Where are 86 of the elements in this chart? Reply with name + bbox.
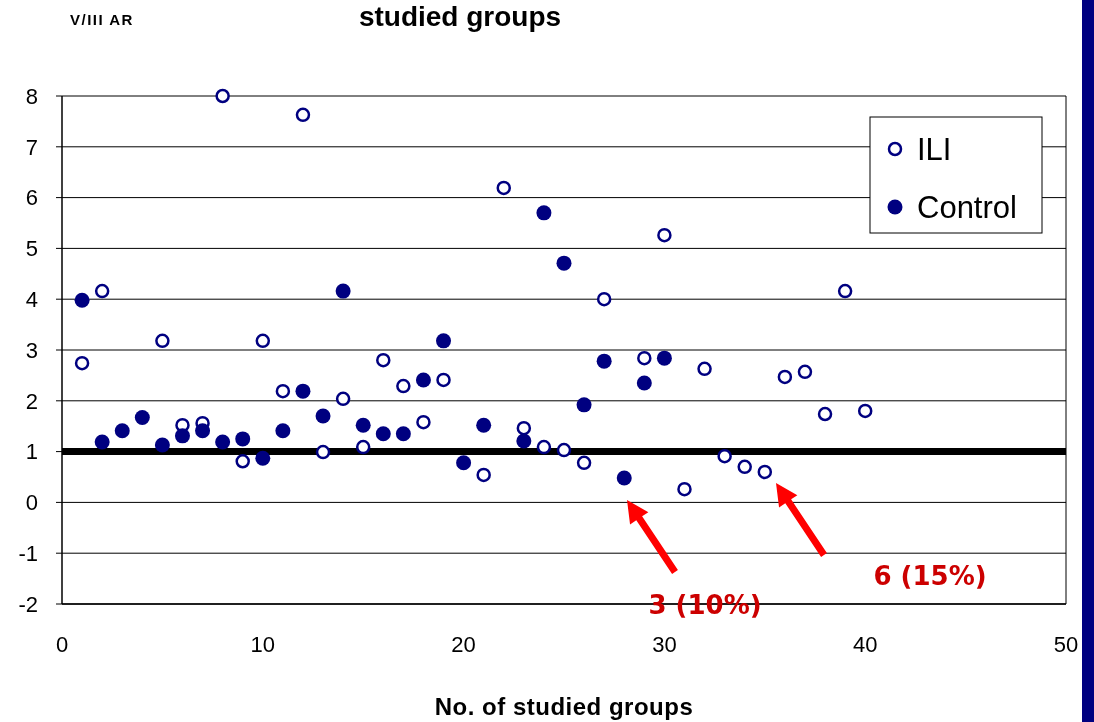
y-tick-label: 8 xyxy=(25,83,38,109)
point xyxy=(255,450,271,466)
x-tick-label: 30 xyxy=(652,632,677,657)
point xyxy=(335,283,351,299)
point xyxy=(215,434,231,450)
point xyxy=(476,467,491,483)
point xyxy=(837,283,853,299)
x-tick-label: 10 xyxy=(250,632,276,657)
y-axis-title: V/III AR xyxy=(70,11,134,28)
point xyxy=(94,283,110,299)
point xyxy=(134,410,150,426)
point xyxy=(436,372,451,388)
point xyxy=(174,428,190,444)
x-tick-label: 40 xyxy=(852,632,878,657)
point xyxy=(155,333,170,349)
point xyxy=(375,426,391,442)
point xyxy=(536,439,552,455)
y-tick-label: 2 xyxy=(25,388,38,414)
point xyxy=(415,372,431,388)
point xyxy=(195,423,211,439)
point xyxy=(797,364,813,380)
point xyxy=(637,350,652,366)
point xyxy=(556,442,572,458)
point xyxy=(215,88,230,104)
point xyxy=(777,369,793,385)
legend-label: Control xyxy=(917,189,1017,225)
point xyxy=(576,397,592,413)
y-tick-label: 3 xyxy=(25,337,38,363)
point xyxy=(436,333,452,349)
point xyxy=(335,391,351,407)
point xyxy=(657,227,672,243)
y-tick-label: -2 xyxy=(18,591,38,617)
point xyxy=(74,355,90,371)
point xyxy=(295,107,311,123)
y-tick-label: 5 xyxy=(25,236,38,262)
point xyxy=(817,406,833,422)
point xyxy=(275,383,291,399)
point xyxy=(476,417,492,433)
point xyxy=(576,455,592,471)
point xyxy=(616,470,632,486)
point xyxy=(536,205,552,221)
point xyxy=(556,255,572,271)
point xyxy=(717,448,732,464)
x-tick-label: 0 xyxy=(55,632,69,657)
point xyxy=(596,353,612,369)
point xyxy=(235,431,251,447)
point xyxy=(255,333,271,349)
point xyxy=(395,426,411,442)
point xyxy=(757,464,773,480)
point xyxy=(636,375,652,391)
point xyxy=(315,444,331,460)
point xyxy=(697,361,712,377)
point xyxy=(596,291,612,307)
point xyxy=(496,180,512,196)
point xyxy=(656,350,672,366)
point xyxy=(114,423,130,439)
point xyxy=(396,378,411,394)
y-tick-label: 6 xyxy=(25,185,38,211)
legend-label: ILI xyxy=(917,131,952,167)
point xyxy=(295,383,311,399)
point xyxy=(516,420,532,436)
x-tick-label: 20 xyxy=(451,632,476,657)
point xyxy=(376,352,391,368)
y-tick-label: 4 xyxy=(25,286,38,312)
point xyxy=(235,454,250,469)
point xyxy=(94,434,110,450)
point xyxy=(355,417,371,433)
point xyxy=(275,423,291,439)
point xyxy=(677,481,692,497)
point xyxy=(74,292,90,308)
annotation: 6 (15%) xyxy=(873,561,987,591)
y-tick-label: 1 xyxy=(25,439,38,465)
point xyxy=(456,455,472,471)
x-tick-label: 50 xyxy=(1053,632,1079,657)
y-tick-label: 7 xyxy=(25,134,38,160)
chart-title: studied groups xyxy=(358,1,562,32)
point xyxy=(857,403,873,419)
point xyxy=(355,439,371,455)
point xyxy=(516,433,532,449)
point xyxy=(154,437,170,453)
point xyxy=(416,414,431,430)
point xyxy=(315,408,331,424)
x-axis-title: No. of studied groups xyxy=(434,693,694,720)
y-tick-label: -1 xyxy=(18,540,38,566)
y-tick-label: 0 xyxy=(25,490,38,516)
point xyxy=(737,459,752,475)
